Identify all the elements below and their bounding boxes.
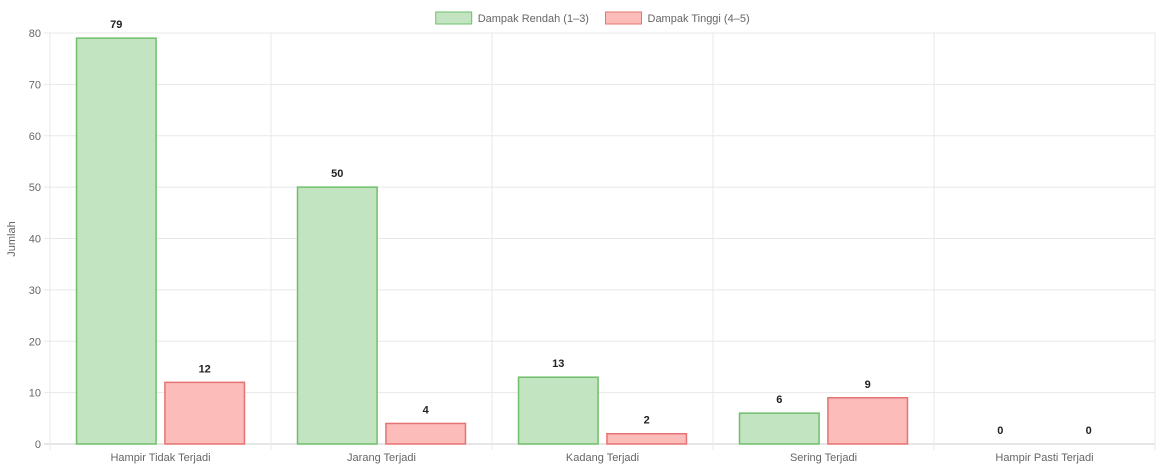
data-label: 79 xyxy=(110,19,122,31)
y-axis-label: Jumlah xyxy=(6,221,18,256)
bar xyxy=(606,432,688,445)
data-label: 0 xyxy=(1086,425,1092,437)
y-tick-label: 70 xyxy=(29,79,41,91)
data-label: 4 xyxy=(423,404,430,416)
data-label: 0 xyxy=(997,425,1003,437)
x-tick-label: Jarang Terjadi xyxy=(347,452,416,464)
y-tick-label: 40 xyxy=(29,234,41,246)
data-labels: 79 12 50 4 13 2 6 9 0 0 xyxy=(110,19,1092,437)
data-label: 13 xyxy=(552,358,564,370)
data-label: 6 xyxy=(776,394,782,406)
y-tick-label: 20 xyxy=(29,336,41,348)
y-tick-label: 0 xyxy=(35,439,41,451)
data-label: 50 xyxy=(331,168,343,180)
legend-label: Dampak Tinggi (4–5) xyxy=(648,13,750,25)
y-tick-label: 60 xyxy=(29,131,41,143)
y-tick-label: 30 xyxy=(29,285,41,297)
x-tick-label: Hampir Tidak Terjadi xyxy=(110,452,210,464)
data-label: 12 xyxy=(199,363,211,375)
y-tick-label: 50 xyxy=(29,182,41,194)
data-label: 9 xyxy=(865,379,871,391)
legend-label: Dampak Rendah (1–3) xyxy=(478,13,589,25)
y-tick-label: 80 xyxy=(29,28,41,40)
bar xyxy=(385,422,467,445)
data-label: 2 xyxy=(644,415,650,427)
y-tick-label: 10 xyxy=(29,388,41,400)
legend-swatch xyxy=(435,11,473,25)
bar xyxy=(296,186,378,445)
bars xyxy=(75,37,909,445)
bar xyxy=(164,381,246,445)
legend[interactable]: Dampak Rendah (1–3) Dampak Tinggi (4–5) xyxy=(435,11,750,25)
x-tick-label: Kadang Terjadi xyxy=(566,452,639,464)
bar xyxy=(517,376,599,445)
legend-swatch xyxy=(605,11,642,25)
x-tick-label: Sering Terjadi xyxy=(790,452,857,464)
bar xyxy=(75,37,157,445)
grid-lines xyxy=(44,32,1156,450)
bar xyxy=(827,397,909,445)
bar xyxy=(738,412,820,445)
x-tick-label: Hampir Pasti Terjadi xyxy=(995,452,1093,464)
